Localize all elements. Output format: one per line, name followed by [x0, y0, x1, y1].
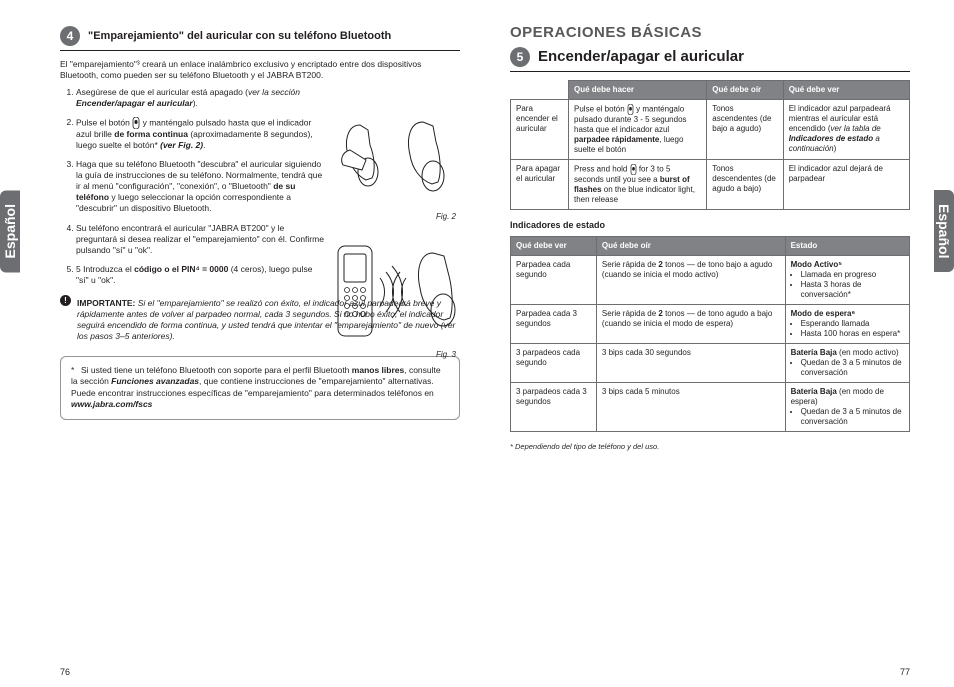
table-row: Parpadea cada 3 segundos Serie rápida de… [511, 305, 910, 344]
page-number-left: 76 [60, 667, 70, 677]
section-5-header: 5 Encender/apagar el auricular [510, 47, 910, 72]
intro-text: El "emparejamiento"³ creará un enlace in… [60, 59, 460, 81]
table-row: 3 parpadeos cada segundo 3 bips cada 30 … [511, 344, 910, 383]
page-number-right: 77 [900, 667, 910, 677]
table-row: Parpadea cada segundo Serie rápida de 2 … [511, 256, 910, 305]
col-action: Qué debe hacer [569, 81, 707, 100]
step-5: 5 Introduzca el código o el PIN⁴ = 0000 … [76, 264, 326, 286]
lang-tab-right: Español [934, 190, 954, 272]
step-3: Haga que su teléfono Bluetooth "descubra… [76, 159, 326, 214]
table-row: 3 parpadeos cada 3 segundos 3 bips cada … [511, 383, 910, 432]
tip-box: *Si usted tiene un teléfono Bluetooth co… [60, 356, 460, 420]
warn-icon: ! [60, 295, 71, 306]
section-4-header: 4 "Emparejamiento" del auricular con su … [60, 26, 460, 51]
section-number-4: 4 [60, 26, 80, 46]
figure-2-label: Fig. 2 [436, 212, 456, 221]
col-see: Qué debe ver [783, 81, 909, 100]
col-hear: Qué debe oír [707, 81, 783, 100]
footnote: * Dependiendo del tipo de teléfono y del… [510, 442, 910, 452]
figure-3-label: Fig. 3 [436, 350, 456, 359]
step-4: Su teléfono encontrará el auricular "JAB… [76, 223, 326, 256]
page-left: 4 "Emparejamiento" del auricular con su … [60, 20, 460, 660]
power-table: Qué debe hacer Qué debe oír Qué debe ver… [510, 80, 910, 210]
step-1: Asegúrese de que el auricular está apaga… [76, 87, 326, 109]
section-number-5: 5 [510, 47, 530, 67]
indicators-table: Qué debe ver Qué debe oír Estado Parpade… [510, 236, 910, 432]
step-2: Pulse el botón y manténgalo pulsado hast… [76, 117, 326, 151]
lang-tab-left: Español [0, 190, 20, 272]
indicators-heading: Indicadores de estado [510, 220, 910, 230]
figure-2 [338, 110, 458, 210]
table-row: Para encender el auricular Pulse el botó… [511, 100, 910, 160]
page-right: OPERACIONES BÁSICAS 5 Encender/apagar el… [510, 20, 910, 660]
section-5-title: Encender/apagar el auricular [538, 48, 744, 65]
section-4-title: "Emparejamiento" del auricular con su te… [88, 30, 391, 43]
table-row: Para apagar el auricular Press and hold … [511, 160, 910, 210]
operations-heading: OPERACIONES BÁSICAS [510, 24, 910, 41]
figure-3 [328, 238, 463, 348]
